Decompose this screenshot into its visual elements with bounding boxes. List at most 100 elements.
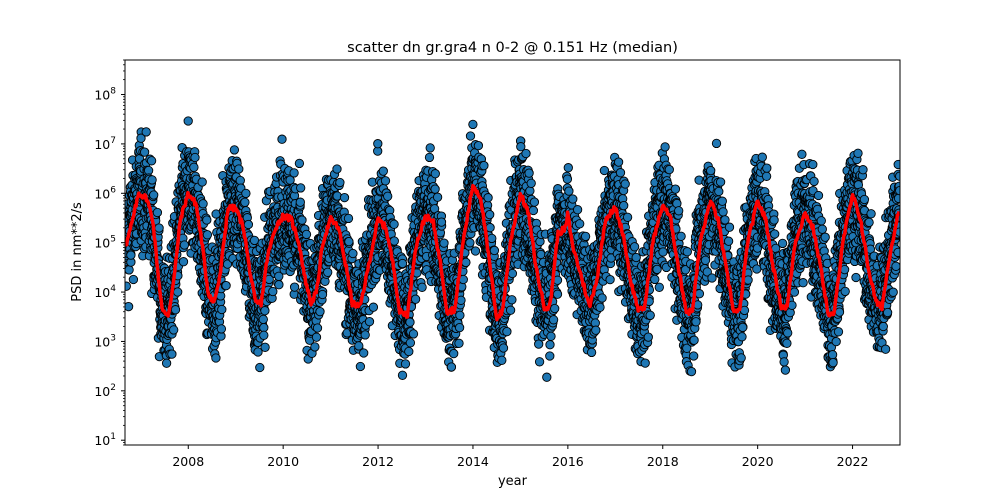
scatter-point [521,148,531,159]
scatter-point [128,274,139,285]
scatter-point [383,191,393,201]
scatter-point [470,246,481,256]
scatter-point [296,183,306,193]
scatter-point [446,362,457,372]
scatter-point [259,322,269,333]
scatter-point [339,192,350,203]
scatter-point [686,366,697,377]
scatter-point [317,289,328,300]
scatter-point [572,205,583,215]
scatter-point [640,358,650,368]
scatter-point [149,190,159,200]
scatter-point [529,197,540,207]
scatter-point [125,281,131,291]
scatter-point [689,351,699,361]
scatter-point [136,133,146,143]
scatter-point [217,304,227,315]
scatter-point [505,305,516,315]
scatter-point [197,177,207,187]
scatter-point [198,199,208,209]
scatter-point [259,330,269,340]
scatter-point [294,158,305,169]
scatter-point [240,197,250,207]
scatter-point [643,332,653,342]
scatter-point [461,257,471,268]
scatter-point [563,163,573,173]
scatter-point [497,355,507,365]
scatter-point [243,219,254,230]
scatter-point [439,238,449,248]
scatter-point [465,131,476,141]
scatter-point [359,348,369,358]
scatter-point [430,169,440,179]
scatter-point [507,268,518,279]
scatter-point [189,162,199,172]
scatter-point [591,325,601,335]
scatter-point [277,134,287,144]
scatter-point [595,302,605,312]
scatter-point [380,176,391,186]
scatter-point [670,184,681,194]
scatter-point [430,184,440,194]
scatter-point [335,177,345,188]
scatter-point [146,156,157,166]
scatter-point [694,289,705,299]
scatter-point [253,347,263,357]
scatter-point [417,282,427,292]
chart-title: scatter dn gr.gra4 n 0-2 @ 0.151 Hz (med… [347,40,678,56]
scatter-point [534,357,545,367]
scatter-point [548,315,559,325]
scatter-point [465,238,475,248]
scatter-point [405,338,416,348]
scatter-point [397,370,408,380]
scatter-point [255,362,265,373]
scatter-point [343,213,354,224]
scatter-point [190,152,200,163]
scatter-point [289,168,299,178]
scatter-point [202,230,213,240]
scatter-point [568,194,578,204]
scatter-point [241,188,251,199]
scatter-point [525,186,535,196]
scatter-point [216,324,227,334]
scatter-point [454,338,464,348]
scatter-point [660,142,670,152]
scatter-point [620,179,630,189]
scatter-point [404,346,414,357]
scatter-point [235,175,245,186]
scatter-point [597,293,607,303]
scatter-point [301,229,312,240]
scatter-point [173,287,183,297]
scatter-point [645,310,655,320]
scatter-point [397,258,408,269]
scatter-point [468,119,478,130]
scatter-point [311,332,322,342]
scatter-point [125,301,134,312]
scatter-point [389,236,399,246]
scatter-point [169,325,179,335]
scatter-point [424,152,435,163]
scatter-point [295,197,305,207]
scatter-point [178,257,189,267]
scatter-point [436,217,447,227]
scatter-point [211,353,221,363]
scatter-point [689,335,699,345]
scatter-point [691,317,701,327]
scatter-point [410,294,421,304]
scatter-point [605,274,615,285]
scatter-point [258,314,268,325]
scatter-point [179,240,190,250]
scatter-point [485,209,495,220]
scatter-point [360,330,370,340]
scatter-point [147,175,157,185]
scatter-point [432,192,443,202]
scatter-point [562,174,573,184]
scatter-point [183,116,193,126]
scatter-point [364,316,375,327]
scatter-point [167,349,177,359]
scatter-point [449,348,459,359]
scatter-point [355,361,366,372]
scatter-point [575,219,585,229]
